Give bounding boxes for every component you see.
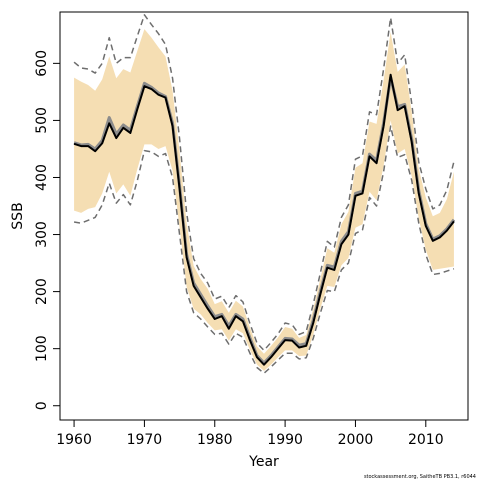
y-tick-label: 200 [34,278,50,305]
footnote: stockassessment.org, SaitheTB PB3.1, r60… [364,474,476,480]
y-tick-label: 400 [34,164,50,191]
y-tick-label: 600 [34,50,50,77]
y-axis: 0 100 200 300 400 500 600 [34,50,61,410]
y-tick-label: 0 [34,401,50,410]
y-axis-label: SSB [10,202,26,229]
y-tick-label: 500 [34,107,50,134]
x-tick-label: 2010 [408,432,444,448]
x-axis-label: Year [248,454,279,470]
y-tick-label: 100 [34,335,50,362]
x-axis: 1960 1970 1980 1990 2000 2010 [56,419,444,448]
estimate-line [73,73,455,366]
x-tick-label: 1980 [197,432,233,448]
confidence-band-area [74,29,454,371]
x-tick-label: 1960 [56,432,92,448]
x-tick-label: 1990 [267,432,303,448]
y-tick-label: 300 [34,221,50,248]
lower-ci-line [73,125,455,374]
series-lines [73,14,456,374]
x-tick-label: 1970 [127,432,163,448]
x-tick-label: 2000 [338,432,374,448]
confidence-band [74,29,454,371]
